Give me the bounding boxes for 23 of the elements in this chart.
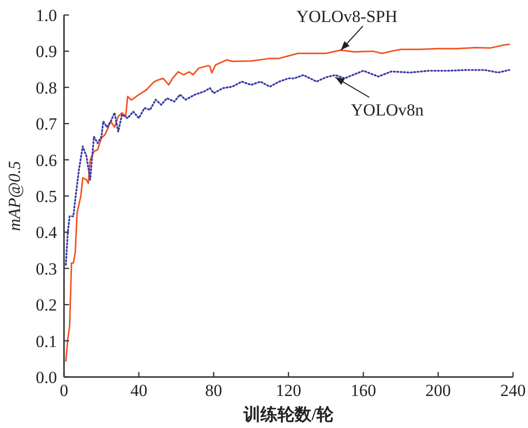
x-axis-title: 训练轮数/轮 [242,405,334,424]
y-tick-label: 0.2 [36,296,57,315]
annotation: YOLOv8-SPH [296,7,398,26]
y-tick-label: 1.0 [36,6,57,25]
y-tick-label: 0.8 [36,78,57,98]
y-tick-label: 0.1 [36,332,57,351]
x-tick-label: 160 [350,381,376,400]
x-tick-label: 240 [500,381,526,400]
x-tick-label: 80 [205,381,222,400]
y-tick-label: 0.0 [36,368,57,387]
y-tick-label: 0.7 [36,114,58,134]
y-tick-label: 0.5 [36,187,57,206]
x-tick-label: 120 [276,381,302,400]
annotation: YOLOv8n [350,100,424,120]
y-tick-label: 0.6 [36,150,57,170]
x-tick-label: 40 [130,381,148,400]
x-tick-label: 0 [60,381,68,400]
line-series [64,69,510,266]
x-tick-label: 200 [425,381,451,400]
y-axis-title: mAP@0.5 [5,161,24,231]
y-tick-label: 0.9 [36,42,57,62]
y-tick-label: 0.4 [36,223,58,242]
y-tick-label: 0.3 [36,259,57,278]
